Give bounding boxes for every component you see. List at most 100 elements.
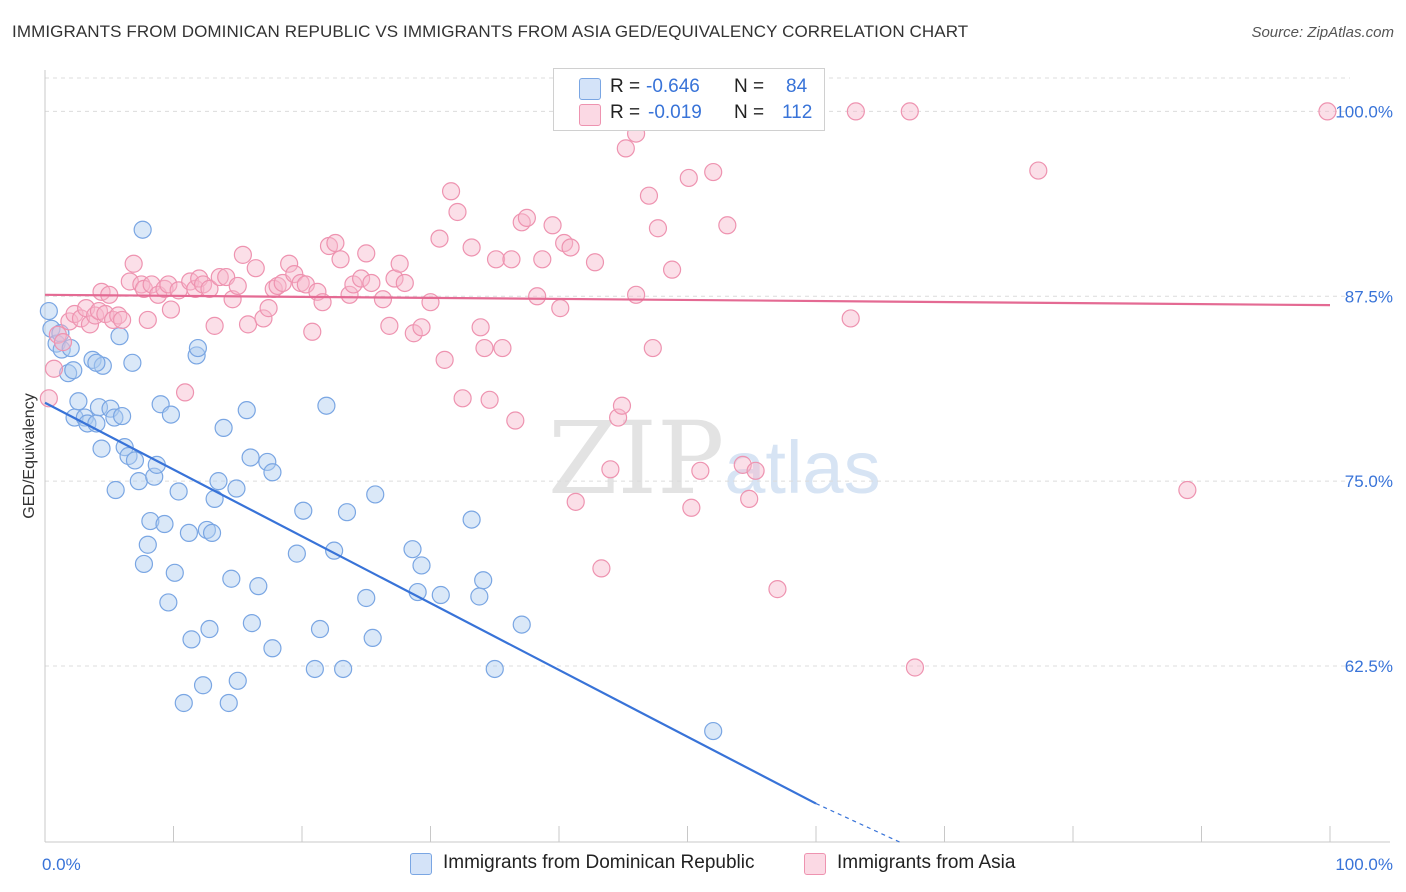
y-tick-label: 62.5% xyxy=(1345,657,1393,676)
point-asia xyxy=(138,310,157,330)
point-dominican xyxy=(59,364,78,383)
point-asia xyxy=(161,300,181,319)
legend-r-value: -0.646 xyxy=(646,76,700,97)
point-dominican xyxy=(188,338,208,358)
point-dominican xyxy=(193,676,213,695)
point-asia xyxy=(223,290,242,309)
point-dominican xyxy=(470,587,489,606)
point-asia xyxy=(486,250,506,269)
point-dominican xyxy=(249,577,268,596)
legend-n-label: N = xyxy=(734,102,765,123)
point-asia xyxy=(412,318,431,337)
point-asia xyxy=(435,350,454,369)
point-dominican xyxy=(69,392,88,411)
point-asia xyxy=(592,559,611,578)
point-asia xyxy=(718,216,737,235)
point-dominican xyxy=(462,510,481,529)
point-asia xyxy=(704,162,723,182)
point-dominican xyxy=(704,721,723,741)
point-dominican xyxy=(214,418,233,438)
point-dominican xyxy=(287,544,306,563)
point-dominican xyxy=(305,659,324,679)
point-asia xyxy=(566,492,585,511)
x-tick-label: 100.0% xyxy=(1335,855,1393,874)
point-asia xyxy=(768,580,787,599)
legend-swatch-pink xyxy=(579,104,601,126)
legend-n-label: N = xyxy=(734,76,765,97)
legend-n-value: 112 xyxy=(782,102,813,123)
trendline-asia xyxy=(44,293,1331,307)
point-asia xyxy=(430,229,449,248)
point-asia xyxy=(746,461,765,480)
point-asia xyxy=(453,389,472,408)
point-dominican xyxy=(138,535,157,554)
point-asia xyxy=(462,238,481,257)
point-dominican xyxy=(366,485,385,504)
point-dominican xyxy=(227,479,246,498)
point-dominican xyxy=(39,301,58,321)
point-asia xyxy=(639,186,659,205)
point-dominican xyxy=(408,582,427,602)
stats-legend: R = -0.646 N = 84 R = -0.019 N = 112 xyxy=(553,68,825,131)
point-dominican xyxy=(219,693,238,713)
point-dominican xyxy=(134,554,154,574)
watermark: ZIPatlas xyxy=(548,400,881,517)
point-asia xyxy=(846,102,865,121)
point-dominican xyxy=(403,540,422,559)
point-asia xyxy=(448,202,467,222)
point-asia xyxy=(475,338,494,358)
legend-r-label: R = xyxy=(610,102,641,123)
point-asia xyxy=(228,276,247,296)
point-dominican xyxy=(317,396,336,415)
point-dominican xyxy=(237,401,256,420)
point-dominican xyxy=(52,340,71,359)
point-dominican xyxy=(145,467,164,486)
watermark-zip: ZIP xyxy=(548,400,725,517)
point-asia xyxy=(362,273,381,293)
point-asia xyxy=(648,219,668,238)
y-tick-label: 100.0% xyxy=(1335,102,1393,121)
point-dominican xyxy=(512,615,531,634)
point-dominican xyxy=(105,408,124,427)
point-asia xyxy=(39,389,58,408)
chart-title: IMMIGRANTS FROM DOMINICAN REPUBLIC VS IM… xyxy=(12,22,969,41)
point-asia xyxy=(395,273,414,293)
point-asia xyxy=(175,383,195,402)
trendline-dominican xyxy=(44,401,817,805)
point-dominican xyxy=(92,439,111,458)
point-dominican xyxy=(334,659,353,679)
y-axis-label: GED/Equivalency xyxy=(21,393,38,518)
point-dominican xyxy=(363,628,382,648)
point-asia xyxy=(905,658,925,677)
point-asia xyxy=(691,461,710,480)
point-asia xyxy=(601,460,620,479)
point-asia xyxy=(585,253,605,272)
point-asia xyxy=(502,250,521,269)
point-dominican xyxy=(64,361,83,380)
point-dominican xyxy=(357,588,376,608)
point-asia xyxy=(205,316,224,335)
legend-r-label: R = xyxy=(610,76,641,97)
point-asia xyxy=(662,260,682,279)
point-dominican xyxy=(202,523,222,543)
point-asia xyxy=(616,139,635,158)
point-asia xyxy=(331,250,350,269)
point-dominican xyxy=(169,482,188,501)
point-dominican xyxy=(123,353,142,372)
point-asia xyxy=(612,396,632,415)
point-asia xyxy=(643,338,662,358)
point-asia xyxy=(528,287,547,306)
point-dominican xyxy=(258,452,277,472)
trendline-dominican-extension xyxy=(815,803,900,843)
point-asia xyxy=(357,244,376,263)
point-asia xyxy=(493,338,512,358)
point-dominican xyxy=(125,451,145,470)
point-dominican xyxy=(112,406,132,426)
legend-n-value: 84 xyxy=(786,76,808,97)
point-asia xyxy=(679,168,698,188)
point-dominican xyxy=(110,327,129,346)
point-dominican xyxy=(310,619,330,639)
point-dominican xyxy=(161,405,181,424)
point-dominican xyxy=(263,463,282,482)
point-asia xyxy=(280,254,299,273)
